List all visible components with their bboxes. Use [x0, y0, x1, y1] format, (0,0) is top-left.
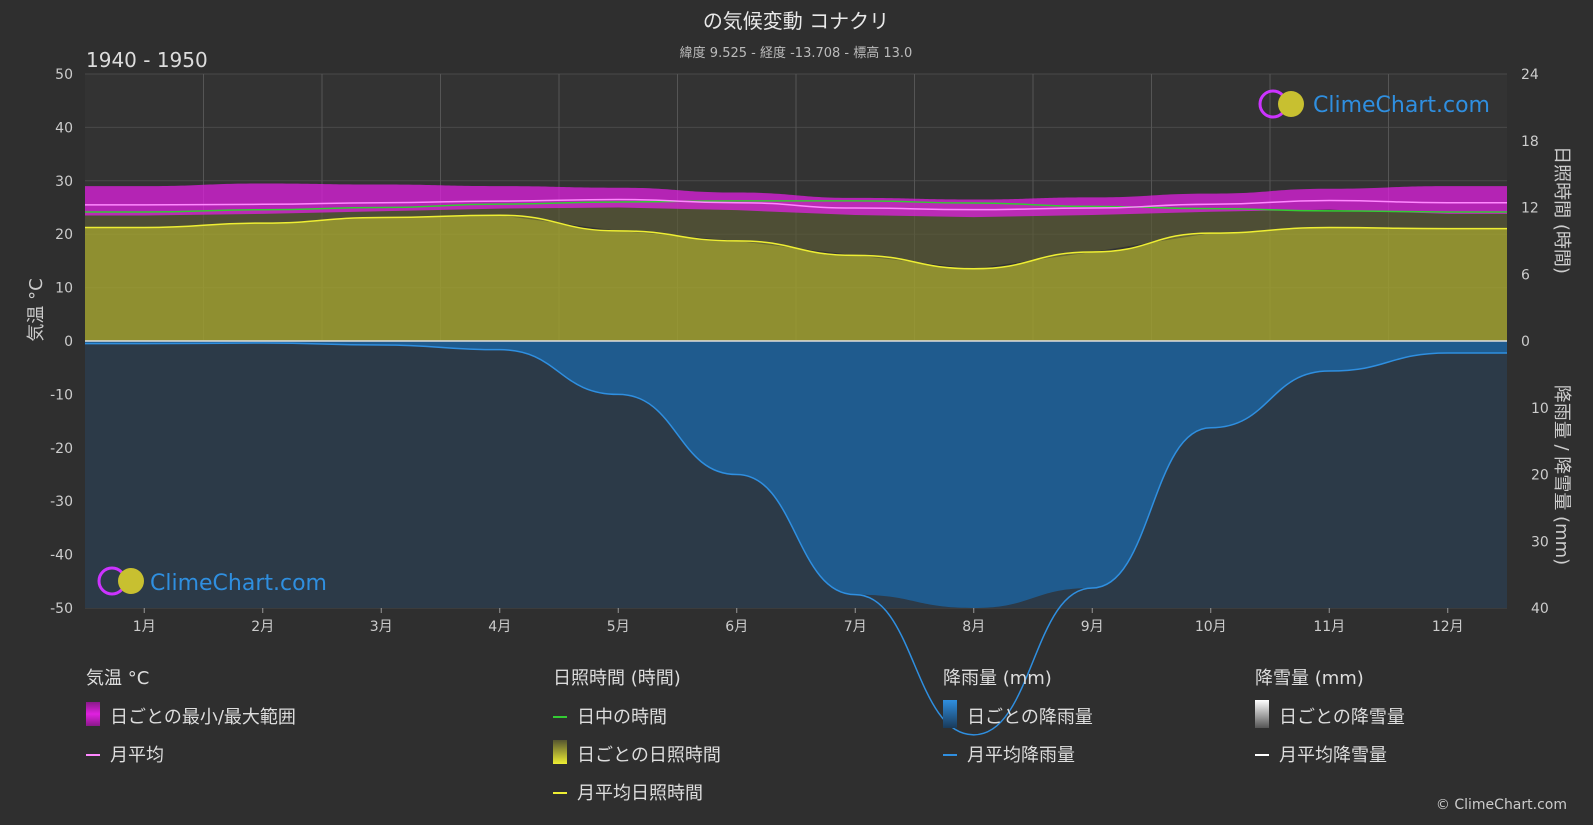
x-tick-label: 10月 [1195, 619, 1227, 635]
logo-sun-icon [1278, 91, 1304, 117]
legend-rain-header: 降雨量 (mm) [943, 668, 1052, 689]
right-tick-label: 10 [1531, 401, 1549, 417]
legend-temp-range: 日ごとの最小/最大範囲 [110, 707, 296, 728]
left-tick-label: 20 [55, 227, 73, 243]
x-tick-label: 1月 [133, 619, 156, 635]
watermark-bottom-text: ClimeChart.com [150, 571, 327, 596]
x-tick-label: 3月 [370, 619, 393, 635]
sunshine-avg-line [85, 214, 1507, 270]
sunshine-avg-line-icon [553, 792, 567, 794]
daylight-line-icon [553, 716, 567, 718]
right-tick-label: 30 [1531, 534, 1549, 550]
rain-swatch-icon [943, 700, 957, 728]
temp-range-swatch-icon [86, 702, 100, 726]
right-tick-label: 18 [1521, 134, 1539, 150]
x-tick-label: 4月 [488, 619, 511, 635]
legend-daylight: 日中の時間 [577, 707, 667, 728]
right-tick-label: 12 [1521, 201, 1539, 217]
x-tick-label: 12月 [1432, 619, 1464, 635]
left-tick-label: -50 [50, 601, 73, 617]
snow-avg-line-icon [1255, 754, 1269, 756]
copyright: © ClimeChart.com [1435, 797, 1567, 813]
watermark-bottom[interactable]: ClimeChart.com [97, 566, 327, 596]
legend-rain-avg: 月平均降雨量 [967, 745, 1075, 766]
x-tick-label: 2月 [251, 619, 274, 635]
rain-avg-line-icon [943, 754, 957, 756]
x-tick-label: 5月 [607, 619, 630, 635]
x-tick-label: 11月 [1313, 619, 1345, 635]
watermark-top[interactable]: ClimeChart.com [1258, 89, 1490, 119]
x-tick-label: 6月 [725, 619, 748, 635]
right-tick-label: 20 [1531, 468, 1549, 484]
legend-snow-daily: 日ごとの降雪量 [1279, 707, 1405, 728]
right-tick-label: 40 [1531, 601, 1549, 617]
rain-area [85, 341, 1507, 608]
temp-avg-line [85, 198, 1507, 211]
left-tick-label: 50 [55, 67, 73, 83]
legend-snow-header: 降雪量 (mm) [1255, 668, 1364, 689]
sunshine-gap-area [85, 200, 1507, 269]
left-axis-label: 気温 °C [26, 278, 47, 341]
sunshine-area [85, 215, 1507, 341]
left-tick-label: -10 [50, 387, 73, 403]
right-axis-label-top: 日照時間 (時間) [1551, 146, 1572, 274]
logo-sun-icon [118, 568, 144, 594]
left-tick-label: -40 [50, 548, 73, 564]
right-tick-label: 0 [1521, 334, 1530, 350]
legend-sunshine-avg: 月平均日照時間 [577, 783, 703, 804]
x-tick-label: 7月 [844, 619, 867, 635]
watermark-top-text: ClimeChart.com [1313, 93, 1490, 118]
left-tick-label: 0 [64, 334, 73, 350]
left-tick-label: 10 [55, 281, 73, 297]
legend-temp-avg: 月平均 [110, 745, 164, 766]
daylight-line [85, 200, 1507, 213]
chart-subtitle: 緯度 9.525 - 経度 -13.708 - 標高 13.0 [680, 45, 913, 61]
left-tick-label: -30 [50, 494, 73, 510]
temp-avg-line-icon [86, 754, 100, 756]
x-tick-label: 8月 [962, 619, 985, 635]
right-axis-label-bottom: 降雨量 / 降雪量 (mm) [1551, 385, 1572, 565]
left-tick-label: 30 [55, 174, 73, 190]
legend-rain-daily: 日ごとの降雨量 [967, 707, 1093, 728]
legend-temp-header: 気温 °C [86, 668, 150, 689]
rain-avg-line [84, 342, 1507, 736]
chart-title: の気候変動 コナクリ [703, 9, 889, 33]
legend-sunshine-daily: 日ごとの日照時間 [577, 745, 721, 766]
legend-sun-header: 日照時間 (時間) [553, 668, 681, 689]
x-tick-label: 9月 [1081, 619, 1104, 635]
left-tick-label: -20 [50, 441, 73, 457]
snow-swatch-icon [1255, 700, 1269, 728]
right-tick-label: 24 [1521, 67, 1539, 83]
right-tick-label: 6 [1521, 267, 1530, 283]
period-label: 1940 - 1950 [86, 48, 208, 72]
sunshine-swatch-icon [553, 740, 567, 764]
left-tick-label: 40 [55, 120, 73, 136]
legend-snow-avg: 月平均降雪量 [1279, 745, 1387, 766]
